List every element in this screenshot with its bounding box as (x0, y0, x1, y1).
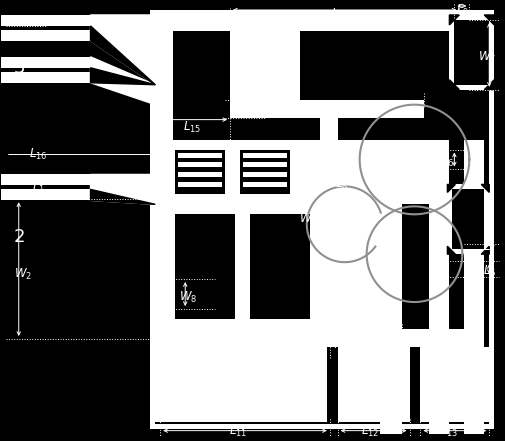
Bar (1, 57, 90, 68)
Bar (310, 279, 326, 349)
Bar (156, 204, 320, 334)
Bar (230, 100, 425, 118)
Text: $W_2$: $W_2$ (14, 266, 32, 282)
Polygon shape (484, 80, 494, 90)
Polygon shape (90, 15, 156, 85)
Text: $L_{10}$: $L_{10}$ (330, 7, 349, 22)
Text: $L_{11}$: $L_{11}$ (229, 424, 247, 439)
Bar (338, 347, 413, 422)
Text: $L_3$: $L_3$ (318, 100, 331, 115)
Text: $W_7$: $W_7$ (478, 50, 496, 65)
Bar (243, 183, 287, 187)
Bar (150, 10, 156, 429)
Polygon shape (90, 189, 156, 204)
Bar (327, 347, 338, 422)
Bar (320, 100, 338, 334)
Polygon shape (449, 80, 460, 90)
Text: $2$: $2$ (13, 228, 25, 246)
Bar (250, 214, 310, 319)
Polygon shape (447, 184, 456, 192)
Bar (150, 424, 494, 429)
Bar (175, 149, 225, 194)
Bar (156, 139, 429, 204)
Bar (1, 175, 90, 185)
Polygon shape (90, 57, 156, 105)
Bar (429, 139, 449, 434)
Bar (1, 15, 90, 26)
Text: $L_2$: $L_2$ (229, 348, 241, 363)
Text: $L_8$: $L_8$ (335, 177, 348, 192)
Bar (156, 329, 484, 347)
Text: $L_{15}$: $L_{15}$ (183, 120, 201, 135)
Text: $3$: $3$ (13, 59, 25, 77)
Text: $L_4$: $L_4$ (271, 329, 285, 344)
Polygon shape (90, 175, 156, 204)
Text: $W_3$: $W_3$ (321, 302, 339, 317)
Polygon shape (484, 15, 494, 25)
Bar (156, 15, 489, 31)
Bar (243, 172, 287, 177)
Text: $L_6$: $L_6$ (483, 264, 496, 279)
Bar (380, 204, 401, 434)
Bar (178, 153, 222, 157)
Bar (1, 189, 90, 200)
Polygon shape (90, 26, 156, 85)
Bar (178, 172, 222, 177)
Bar (178, 162, 222, 168)
Bar (330, 204, 380, 334)
Text: $W_1$: $W_1$ (20, 15, 38, 30)
Bar (410, 347, 421, 422)
Text: $W_8$: $W_8$ (179, 289, 197, 305)
Bar (489, 10, 494, 429)
Text: $L_1$: $L_1$ (32, 180, 45, 195)
Text: $L_{16}$: $L_{16}$ (29, 147, 48, 162)
Bar (230, 15, 300, 103)
Bar (454, 20, 489, 85)
Text: $L_{13}$: $L_{13}$ (440, 424, 459, 439)
Bar (156, 15, 173, 154)
Bar (156, 347, 330, 422)
Bar (449, 15, 494, 90)
Polygon shape (481, 246, 489, 254)
Polygon shape (449, 15, 460, 25)
Bar (240, 149, 290, 194)
Bar (178, 183, 222, 187)
Text: $L_9$: $L_9$ (456, 2, 469, 18)
Bar (243, 162, 287, 168)
Text: $W_4$: $W_4$ (249, 102, 267, 117)
Bar (175, 214, 235, 319)
Text: $W_5$: $W_5$ (299, 212, 317, 227)
Bar (230, 100, 300, 118)
Bar (421, 347, 490, 422)
Text: $L_7$: $L_7$ (483, 239, 496, 255)
Polygon shape (481, 184, 489, 192)
Bar (150, 10, 494, 15)
Bar (310, 347, 326, 422)
Polygon shape (447, 246, 456, 254)
Bar (243, 153, 287, 157)
Text: $W_6$: $W_6$ (436, 154, 454, 169)
Text: $L_{12}$: $L_{12}$ (361, 424, 379, 439)
Bar (1, 30, 90, 41)
Polygon shape (90, 68, 156, 85)
Bar (447, 184, 489, 254)
Bar (452, 189, 484, 249)
Bar (429, 15, 454, 31)
Bar (464, 139, 484, 434)
Text: $L_{14}$: $L_{14}$ (328, 314, 347, 329)
Bar (1, 72, 90, 83)
Text: $L_5$: $L_5$ (386, 329, 399, 344)
